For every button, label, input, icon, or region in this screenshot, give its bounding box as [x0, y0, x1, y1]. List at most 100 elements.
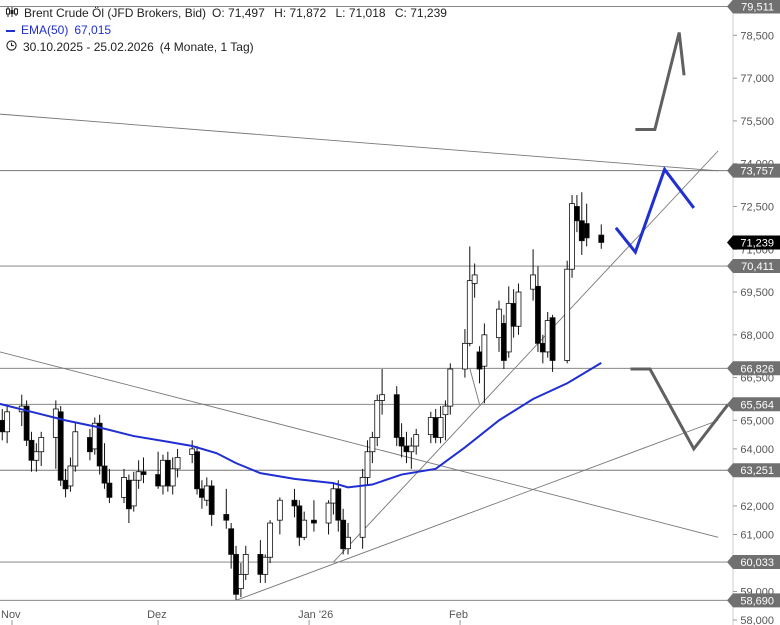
candle-body [408, 445, 415, 453]
y-tick-label: 65,000 [740, 415, 774, 427]
trend-line [469, 368, 480, 405]
date-range: 30.10.2025 - 25.02.2026 [23, 40, 154, 54]
candle [62, 468, 69, 498]
candle [223, 488, 230, 529]
candle-body [325, 502, 332, 524]
candle [52, 400, 59, 469]
price-level-label-text: 65,564 [740, 399, 774, 411]
bullish-projection-arrow [614, 166, 695, 256]
candle [242, 545, 249, 581]
candle [267, 520, 274, 563]
candle [208, 480, 215, 526]
price-level-label-shape [727, 259, 780, 274]
candle [578, 192, 585, 255]
price-level-label: 66,826 [727, 361, 780, 376]
y-tick-label: 61,000 [740, 529, 774, 541]
candle-body [471, 274, 478, 284]
period-label: (4 Monate, 1 Tag) [159, 40, 254, 54]
candle-body [87, 437, 93, 453]
candle [447, 363, 454, 415]
trend-line [333, 150, 719, 563]
candle-body [442, 405, 449, 416]
candle-body [578, 220, 585, 242]
candle [233, 545, 239, 601]
candle [130, 471, 137, 512]
candle-body [262, 556, 269, 575]
candle-body [447, 368, 454, 407]
candle-body [393, 394, 400, 438]
candle [413, 428, 420, 455]
candle-body [160, 459, 166, 487]
candle [442, 400, 449, 441]
candle [199, 480, 205, 509]
candle [96, 414, 103, 475]
candle-body [500, 323, 507, 361]
candle [496, 300, 502, 352]
candle [505, 286, 512, 358]
candle-body [462, 342, 468, 370]
candle [125, 474, 132, 524]
candle-body [189, 448, 196, 455]
candle [174, 448, 181, 478]
candle-body [364, 451, 371, 478]
instrument-name: Brent Crude Öl (JFD Brokers, Bid) [24, 6, 207, 20]
price-level-label: 73,757 [727, 163, 780, 178]
candle [67, 457, 74, 492]
candle [164, 451, 171, 492]
candle [466, 246, 473, 347]
price-level-label-shape [727, 397, 780, 412]
candle [237, 562, 244, 598]
candle [335, 480, 342, 532]
candle-body [505, 303, 512, 353]
candle-body [476, 351, 483, 370]
price-level-label: 65,564 [727, 397, 780, 412]
price-level-label-shape [727, 593, 780, 608]
candle [432, 408, 439, 444]
ema-line [0, 362, 602, 489]
candle [262, 554, 269, 583]
y-tick-label: 75,500 [740, 116, 774, 128]
price-level-label-shape [727, 361, 780, 376]
candle [437, 406, 444, 444]
ema-label: EMA(50) [21, 23, 69, 37]
price-level-label-text: 63,251 [740, 465, 774, 477]
candle [121, 468, 127, 504]
candle-body [208, 485, 215, 515]
candle [135, 460, 142, 489]
candle-body [398, 437, 405, 447]
candle-body [121, 477, 127, 498]
candle [569, 195, 575, 278]
candle [23, 400, 30, 447]
current-price-label-shape [727, 235, 780, 250]
candle [393, 386, 400, 447]
candle-body [223, 514, 230, 521]
candle-body [311, 519, 317, 524]
candle-body [466, 280, 473, 344]
candle [544, 312, 551, 358]
candle-body [291, 499, 298, 507]
candle [330, 483, 337, 515]
trend-line [235, 419, 719, 601]
candle [296, 500, 303, 546]
candle-body [72, 431, 79, 467]
ema-row: EMA(50) 67,015 [6, 22, 453, 39]
candle-body [199, 488, 205, 498]
candle [91, 417, 98, 455]
candle [160, 454, 166, 495]
candle [515, 283, 522, 335]
candle-body [432, 417, 439, 438]
candle [379, 369, 386, 415]
x-tick-label: Nov [1, 609, 21, 621]
candle-body [237, 573, 244, 590]
price-level-label-shape [727, 163, 780, 178]
current-price-label: 71,239 [727, 235, 780, 250]
candle-body [544, 320, 551, 353]
candle-body [369, 437, 376, 453]
candle-body [203, 485, 210, 501]
candle-body [4, 411, 11, 433]
candle [340, 508, 347, 555]
candle-body [106, 482, 113, 498]
candle [403, 431, 410, 464]
price-level-label: 70,411 [727, 259, 780, 274]
